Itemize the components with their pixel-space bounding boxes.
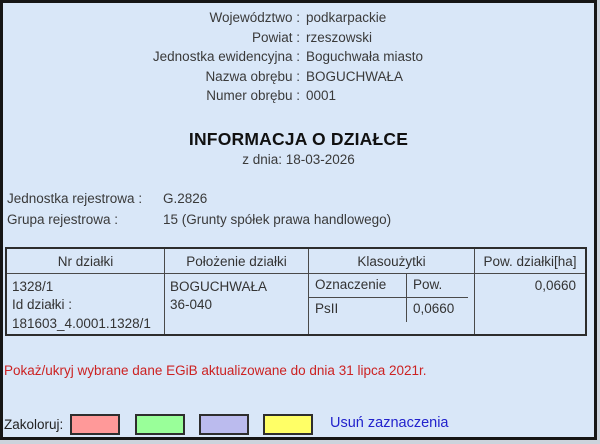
date-line: z dnia: 18-03-2026 [242,152,355,167]
egib-data-toggle-link[interactable]: Pokaż/ukryj wybrane dane EGiB aktualizow… [4,363,427,378]
header-row-unit: Jednostka ewidencyjna : Boguchwała miast… [3,47,594,67]
registry-group-row: Grupa rejestrowa : 15 (Grunty spółek pra… [7,212,391,233]
parcel-id: 181603_4.0001.1328/1 [12,315,151,331]
registry-value: 15 (Grunty spółek prawa handlowego) [163,212,392,228]
landuse-subtable: Oznaczenie Pow. PsII 0,0660 [309,274,468,322]
location-header: Województwo : podkarpackie Powiat : rzes… [3,8,594,106]
parcel-total-area: 0,0660 [474,274,585,334]
header-label: Numer obrębu : [206,88,300,104]
registry-block: Jednostka rejestrowa : G.2826 Grupa reje… [7,191,391,234]
parcel-id-label: Id działki : [12,297,73,313]
parcel-number-cell: 1328/1 Id działki : 181603_4.0001.1328/1 [7,274,164,334]
location-postal-code: 36-040 [170,297,213,313]
header-label: Powiat : [251,29,300,45]
landuse-cell: Oznaczenie Pow. PsII 0,0660 [308,274,474,334]
header-value: BOGUCHWAŁA [306,68,404,84]
parcel-table: Nr działki Położenie działki Klasoużytki… [5,247,587,336]
colorize-label: Zakoloruj: [4,417,64,432]
colorize-swatch-yellow[interactable] [263,414,313,435]
column-header-area: Pow. działki[ha] [474,249,585,273]
clear-selection-link[interactable]: Usuń zaznaczenia [330,415,449,431]
registry-unit-row: Jednostka rejestrowa : G.2826 [7,191,391,212]
location-name: BOGUCHWAŁA [170,279,268,294]
registry-value: G.2826 [163,191,208,206]
parcel-number: 1328/1 [12,279,54,294]
header-row-voivodeship: Województwo : podkarpackie [3,8,594,28]
header-label: Województwo : [209,10,300,25]
table-row: 1328/1 Id działki : 181603_4.0001.1328/1… [7,274,585,334]
header-value: 0001 [306,88,337,104]
landuse-subheader-area: Pow. [407,274,468,298]
landuse-subheader-designation: Oznaczenie [309,274,407,298]
header-label: Jednostka ewidencyjna : [152,49,300,65]
column-header-landuse: Klasoużytki [308,249,474,273]
page-title: INFORMACJA O DZIAŁCE [188,129,409,149]
colorize-swatch-lavender[interactable] [199,414,249,435]
parcel-table-header-row: Nr działki Położenie działki Klasoużytki… [7,249,585,274]
header-value: Boguchwała miasto [306,49,424,65]
column-header-parcel-number: Nr działki [57,253,114,269]
colorize-swatch-green[interactable] [135,414,185,435]
header-row-precinct-name: Nazwa obrębu : BOGUCHWAŁA [3,67,594,87]
registry-label: Jednostka rejestrowa : [7,191,143,206]
header-value: rzeszowski [306,29,373,45]
registry-label: Grupa rejestrowa : [7,212,119,228]
header-label: Nazwa obrębu : [205,68,300,84]
landuse-area: 0,0660 [413,301,455,316]
header-row-county: Powiat : rzeszowski [3,28,594,48]
parcel-location-cell: BOGUCHWAŁA 36-040 [164,274,308,334]
column-header-location: Położenie działki [164,249,308,273]
header-row-precinct-number: Numer obrębu : 0001 [3,86,594,106]
header-value: podkarpackie [306,10,387,25]
landuse-code: PsII [309,298,407,322]
colorize-swatch-salmon[interactable] [70,414,120,435]
